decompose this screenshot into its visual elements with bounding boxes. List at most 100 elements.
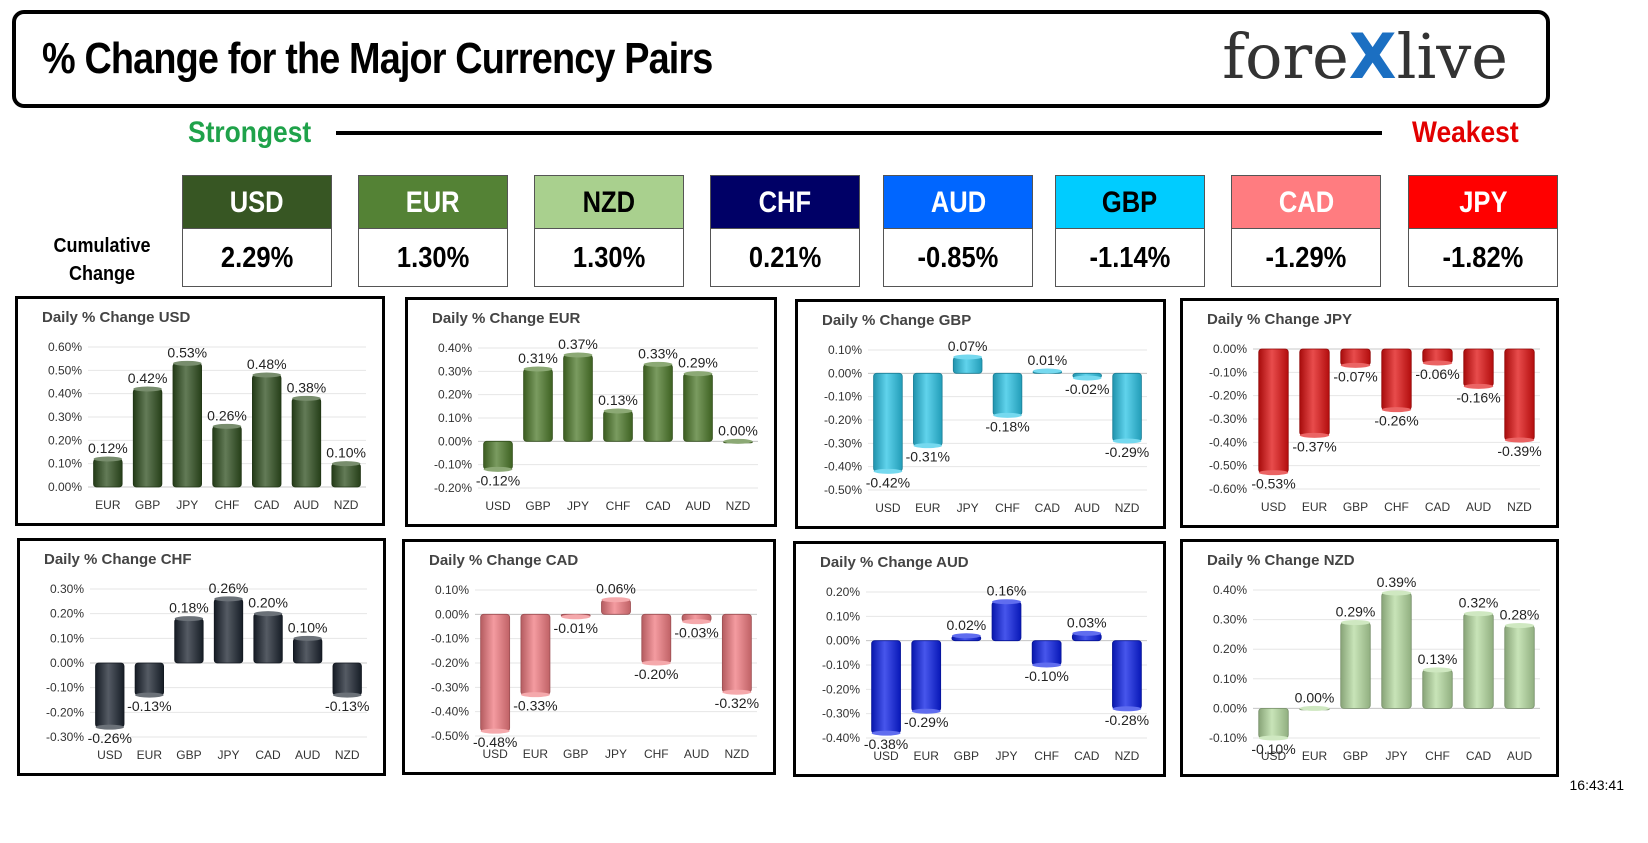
x-tick-label: GBP — [563, 747, 588, 761]
y-tick-label: -0.10% — [431, 632, 469, 646]
x-tick-label: GBP — [135, 498, 160, 512]
bar-gbp — [523, 368, 553, 442]
bar-nzd — [331, 463, 361, 488]
y-tick-label: 0.10% — [48, 457, 82, 471]
data-label: 0.10% — [326, 445, 366, 461]
chart-panel-jpy: -0.60% -0.50% -0.40% -0.30% -0.20% -0.10% 0.00… — [1180, 298, 1559, 528]
data-label: 0.18% — [169, 600, 209, 616]
chart-title: Daily % Change NZD — [1207, 552, 1355, 569]
y-tick-label: -0.20% — [46, 705, 84, 719]
y-tick-label: -0.20% — [822, 682, 860, 696]
bar-cad — [253, 613, 283, 664]
bar-cap — [911, 708, 941, 714]
bar-chf — [1422, 669, 1453, 709]
bar-cap — [1112, 438, 1142, 444]
bar-cap — [93, 456, 123, 462]
bar-eur — [93, 458, 123, 488]
y-tick-label: -0.40% — [1209, 435, 1247, 449]
data-label: -0.20% — [634, 666, 678, 682]
bar-cap — [643, 361, 673, 367]
bar-cap — [172, 360, 202, 366]
bar-cap — [723, 438, 753, 444]
bar-usd — [871, 640, 901, 734]
cumulative-value: 2.29% — [220, 242, 294, 274]
bar-cap — [331, 461, 361, 467]
data-label: 0.01% — [1028, 352, 1068, 368]
chart-svg-gbp: -0.50% -0.40% -0.30% -0.20% -0.10% 0.00% 0.10%… — [824, 338, 1149, 515]
timestamp: 16:43:41 — [1569, 777, 1625, 793]
bar-cap — [95, 724, 125, 730]
bar-cap — [1381, 590, 1412, 596]
chart-title: Daily % Change GBP — [822, 312, 972, 329]
chart-svg-usd: 0.00% 0.10% 0.20% 0.30% 0.40% 0.50% 0.60% EUR 0.… — [48, 340, 366, 512]
bar-chf — [603, 410, 633, 442]
chart-title: Daily % Change EUR — [432, 310, 581, 327]
chart-panel-eur: -0.20% -0.10% 0.00% 0.10% 0.20% 0.30% 0.40% USD… — [405, 297, 777, 527]
chart-title: Daily % Change CAD — [429, 552, 579, 569]
bar-cap — [1340, 620, 1371, 626]
bar-aud — [683, 373, 713, 442]
y-tick-label: -0.50% — [1209, 459, 1247, 473]
bar-cap — [561, 614, 591, 620]
bar-cap — [1258, 470, 1289, 476]
y-tick-label: -0.20% — [1209, 389, 1247, 403]
data-label: 0.00% — [1295, 689, 1335, 705]
data-label: 0.26% — [209, 580, 249, 596]
y-tick-label: -0.40% — [822, 731, 860, 745]
bar-cap — [483, 466, 513, 472]
y-tick-label: -0.30% — [46, 730, 84, 744]
bar-aud — [1463, 348, 1494, 387]
bar-eur — [520, 613, 551, 696]
bar-cap — [603, 408, 633, 414]
bar-cad — [252, 374, 282, 488]
data-label: -0.13% — [325, 698, 369, 714]
data-label: -0.26% — [88, 730, 132, 746]
chart-title: Daily % Change USD — [42, 309, 191, 326]
x-tick-label: JPY — [567, 499, 589, 513]
x-tick-label: AUD — [1466, 500, 1492, 514]
bar-cap — [520, 692, 550, 698]
y-tick-label: -0.50% — [824, 483, 862, 497]
x-tick-label: USD — [485, 499, 511, 513]
bar-aud — [291, 397, 322, 488]
data-label: -0.07% — [1333, 368, 1377, 384]
bar-cap — [873, 468, 903, 474]
bar-gbp — [132, 388, 163, 488]
y-tick-label: 0.00% — [48, 480, 82, 494]
x-tick-label: GBP — [954, 749, 979, 763]
data-label: 0.48% — [247, 356, 287, 372]
y-tick-label: 0.10% — [435, 583, 469, 597]
bar-nzd — [332, 662, 362, 696]
cumulative-change-label: Cumulative Change — [48, 232, 156, 288]
bar-cap — [1381, 407, 1412, 413]
bar-usd — [1258, 348, 1289, 474]
x-tick-label: CHF — [644, 747, 669, 761]
bar-usd — [1258, 707, 1289, 739]
data-label: 0.02% — [947, 617, 987, 633]
data-label: -0.02% — [1065, 381, 1109, 397]
x-tick-label: NZD — [725, 747, 750, 761]
x-tick-label: CAD — [1466, 749, 1492, 763]
y-tick-label: -0.10% — [822, 658, 860, 672]
x-tick-label: CHF — [1425, 749, 1450, 763]
data-label: -0.10% — [1024, 668, 1068, 684]
x-tick-label: EUR — [915, 501, 941, 515]
currency-code: GBP — [1102, 186, 1158, 219]
bar-eur — [1299, 348, 1330, 436]
bar-cap — [682, 619, 712, 625]
x-tick-label: JPY — [217, 748, 239, 762]
bar-cap — [253, 611, 283, 617]
y-tick-label: -0.60% — [1209, 482, 1247, 496]
chart-svg-jpy: -0.60% -0.50% -0.40% -0.30% -0.20% -0.10% 0.00… — [1209, 342, 1542, 514]
bar-cap — [332, 692, 362, 698]
bar-cap — [135, 692, 164, 698]
bar-cad — [643, 363, 673, 442]
data-label: -0.32% — [715, 695, 759, 711]
y-tick-label: 0.00% — [438, 434, 472, 448]
chart-title: Daily % Change AUD — [820, 554, 969, 571]
currency-cumulative-value: 0.21% — [711, 229, 859, 285]
data-label: -0.13% — [127, 698, 171, 714]
currency-code-header: CHF — [711, 176, 859, 229]
y-tick-label: 0.10% — [828, 343, 862, 357]
bar-jpy — [213, 598, 244, 664]
